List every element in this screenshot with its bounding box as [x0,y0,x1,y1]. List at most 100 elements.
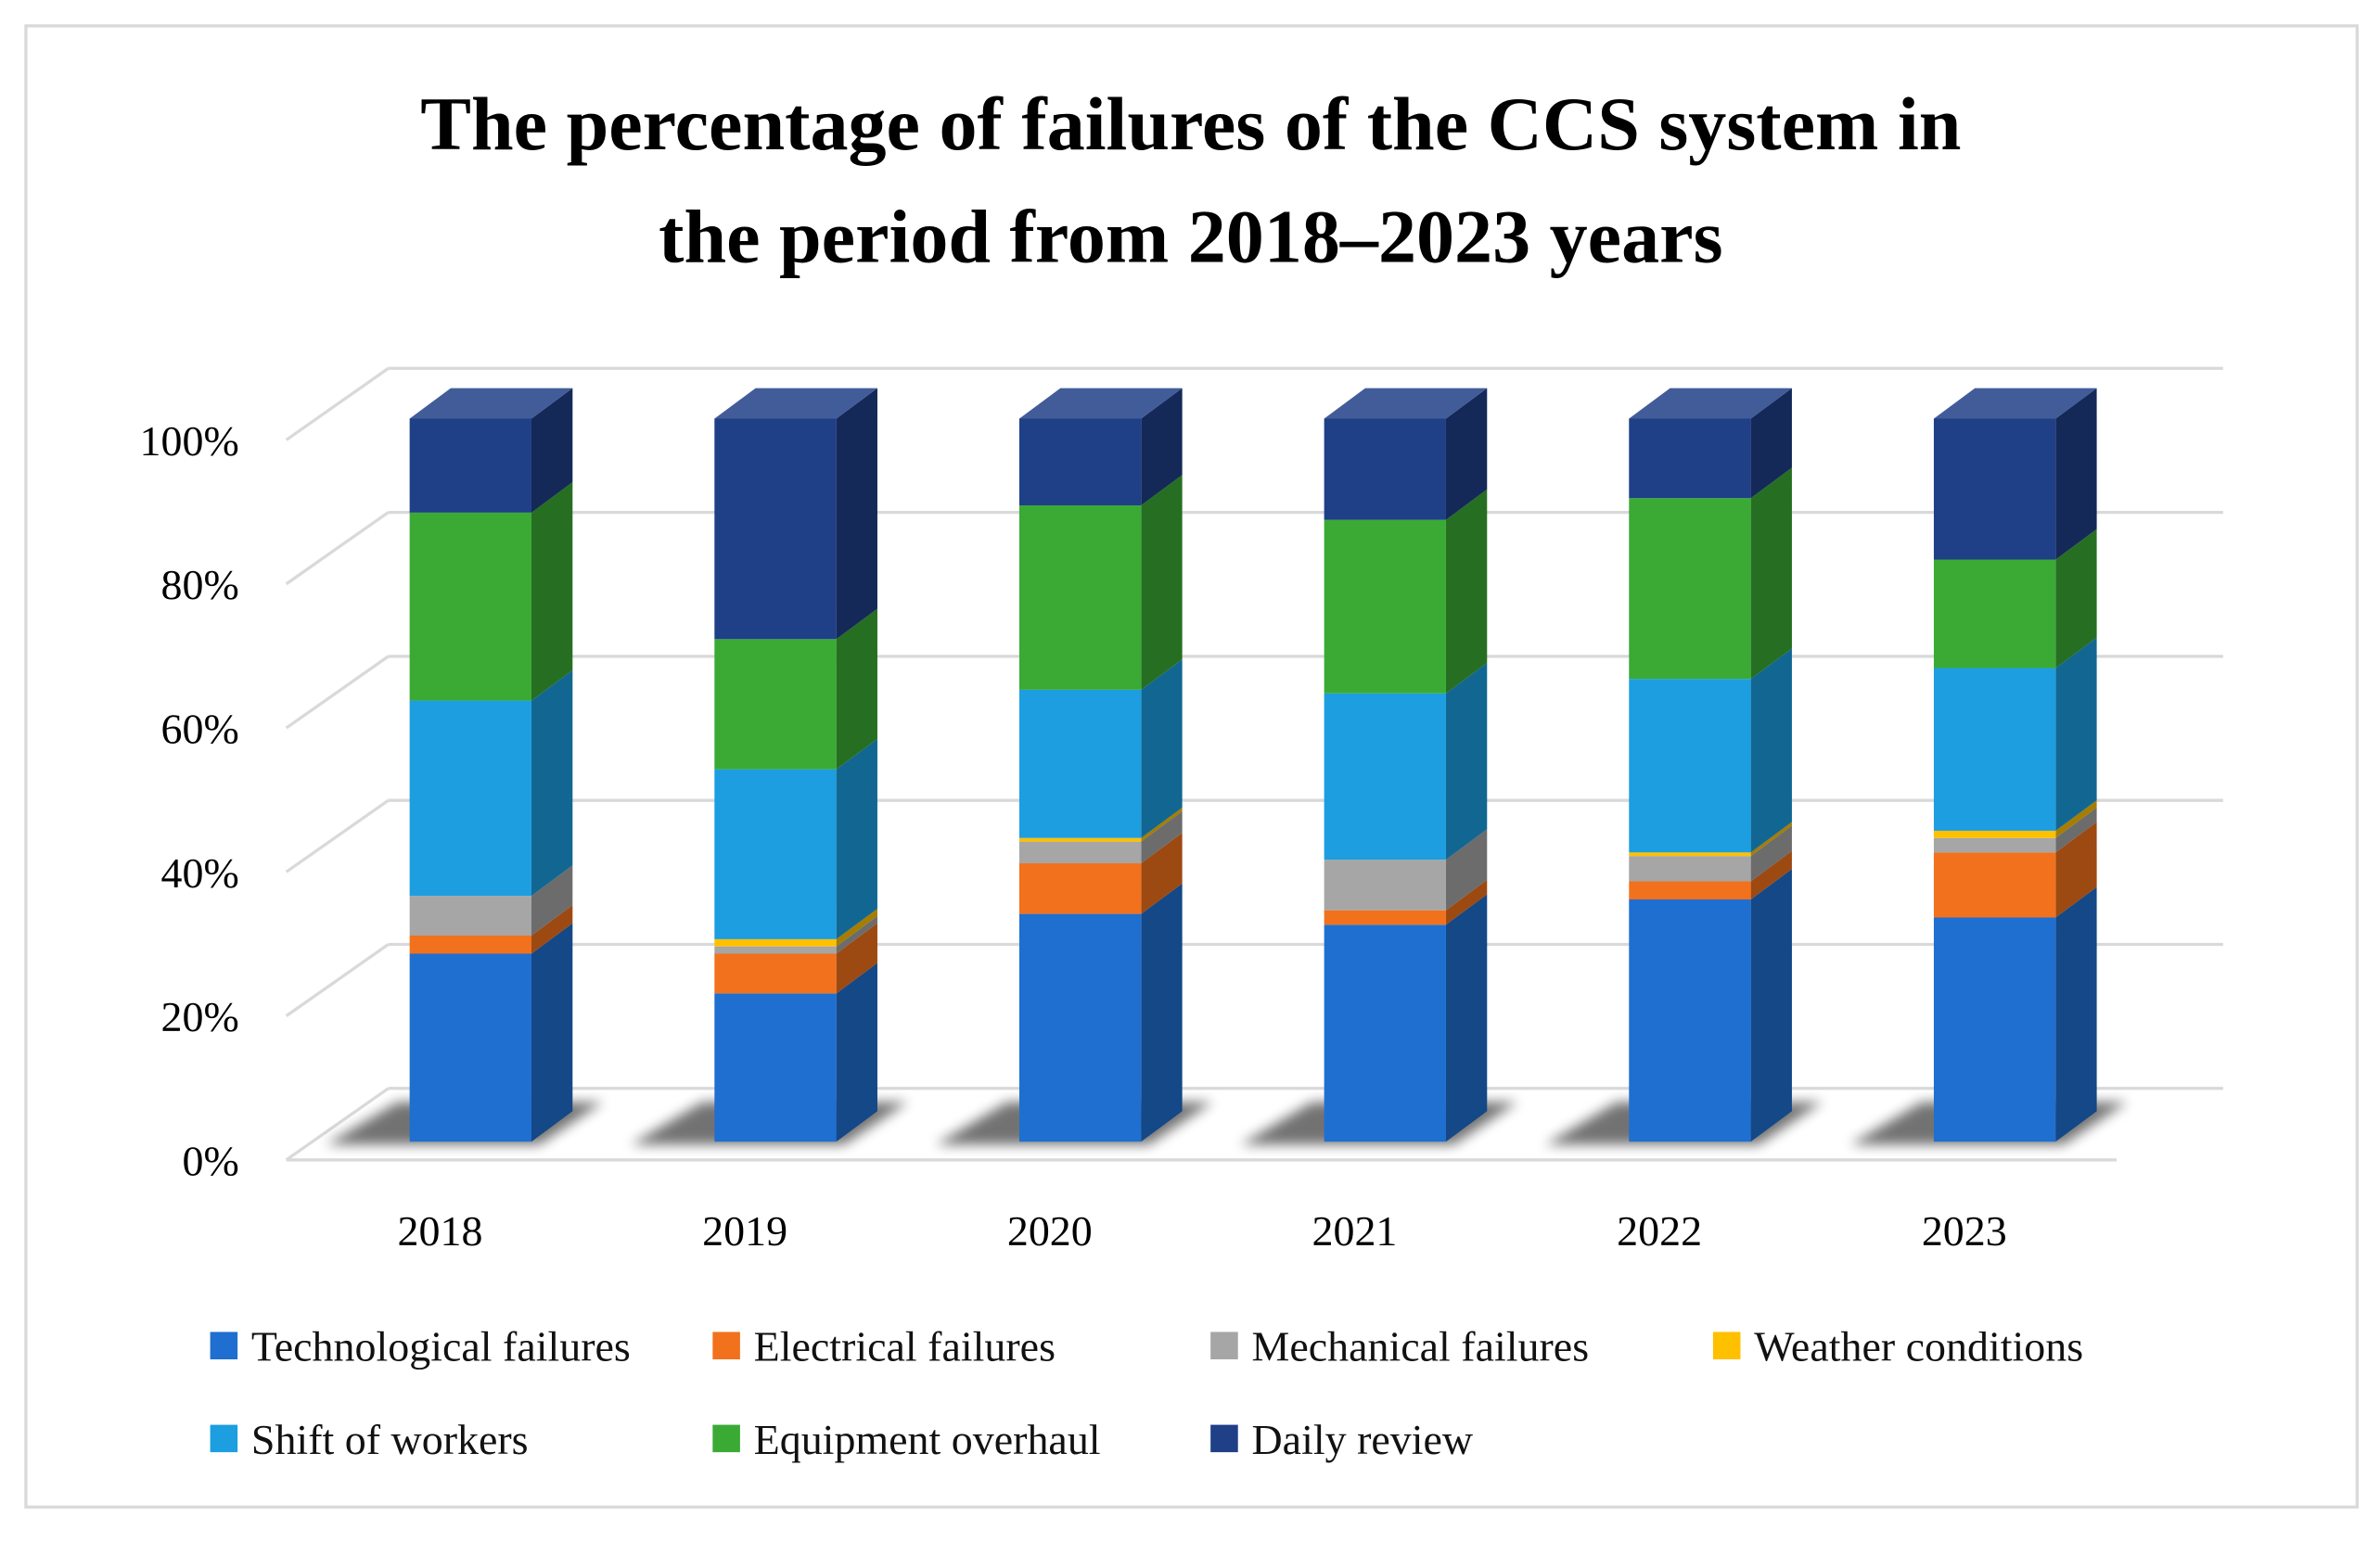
bar-segment-mechanical-failures [1933,807,2097,853]
bar-segment-weather-conditions [1629,822,1792,857]
bar-side [836,388,877,640]
bar-side [836,608,877,770]
bar-side [2055,822,2097,918]
bar [1933,852,2056,918]
bar [1018,837,1142,842]
bar-segment-equipment-overhaul [409,481,573,701]
bar-segment-electrical-failures [1018,833,1183,914]
legend-swatch [712,1332,740,1360]
bar-segment-daily-review [1629,388,1792,499]
y-tick-label: 20% [161,993,239,1040]
y-tick-label: 100% [140,417,239,465]
legend-swatch [1210,1424,1238,1453]
x-tick-label: 2023 [1922,1207,2007,1255]
plot-area: 0%20%40%60%80%100% 2018 2019 2020 2021 2022 2… [140,366,2223,1255]
y-tick-label: 80% [161,561,239,608]
bar-segment-electrical-failures [1933,822,2097,918]
bar-side [2055,637,2097,831]
bar-stack-2020 [1018,388,1183,1142]
gridline-diagonal [285,366,390,441]
bar-segment-shift-of-workers [1629,648,1792,853]
bar [1933,418,2056,560]
bar-side [2055,800,2097,838]
bar-stack-2019 [714,388,877,1142]
gridlines [285,366,2223,1162]
bar-segment-equipment-overhaul [1018,475,1183,690]
bar-side [2055,388,2097,560]
bar-side [531,923,573,1142]
bar [714,769,837,939]
bar-side [1141,833,1183,914]
bar-segment-mechanical-failures [1629,825,1792,882]
bar-segment-equipment-overhaul [1629,467,1792,680]
bar-segment-daily-review [1933,388,2097,560]
bar-side [1141,810,1183,864]
bar-side [531,669,573,897]
bar [1324,924,1446,1142]
bar-stack-2018 [409,388,573,1142]
bar [714,418,837,640]
legend-item-shift-of-workers: Shift of workers [210,1416,529,1463]
bar-side [1750,825,1792,882]
bar-stack-2022 [1629,388,1792,1142]
legend-item-electrical-failures: Electrical failures [712,1323,1056,1370]
bar [1018,418,1142,506]
bar [1018,913,1142,1142]
bar-top [1018,388,1183,419]
bar [714,639,837,770]
bar-segment-electrical-failures [1629,850,1792,900]
legend-swatch [712,1424,740,1453]
bar-top [1629,388,1792,419]
legend-label: Shift of workers [251,1416,529,1463]
gridline-diagonal [285,943,390,1017]
legend-label: Electrical failures [754,1323,1056,1370]
bar-side [2055,807,2097,853]
bar-segment-technological-failures [714,962,877,1142]
bar-side [836,909,877,947]
bar-segment-electrical-failures [1324,879,1488,925]
bar-segment-daily-review [409,388,573,513]
bar-side [1750,388,1792,499]
legend-label: Mechanical failures [1251,1323,1589,1370]
bar-side [1141,475,1183,690]
legend-label: Technological failures [251,1323,631,1370]
bar-side [836,915,877,954]
bar [1324,693,1446,860]
x-tick-label: 2020 [1007,1207,1093,1255]
x-tick-label: 2019 [702,1207,787,1255]
y-tick-label: 0% [183,1137,239,1184]
bar-segment-shift-of-workers [409,669,573,897]
legend-item-equipment-overhaul: Equipment overhaul [712,1416,1101,1463]
bar-side [836,738,877,939]
bar [714,993,837,1142]
gridline-diagonal [285,655,390,730]
bar-segment-equipment-overhaul [1933,529,2097,669]
bar [1629,418,1751,499]
y-tick-label: 40% [161,849,239,897]
bar-segment-mechanical-failures [714,915,877,954]
bar-segment-technological-failures [1018,883,1183,1142]
bar-segment-equipment-overhaul [714,608,877,770]
legend-label: Weather conditions [1754,1323,2083,1370]
bar-segment-weather-conditions [1933,800,2097,838]
bar-stack-2021 [1324,388,1488,1142]
bar-top [714,388,877,419]
bar [1324,860,1446,911]
legend-item-weather-conditions: Weather conditions [1712,1323,2083,1370]
bar-side [1750,648,1792,853]
bar-top [409,388,573,419]
bar [1629,899,1751,1142]
bar-side [531,865,573,937]
bar [1018,841,1142,864]
gridline-diagonal [285,798,390,873]
bar [1324,418,1446,520]
bar [1629,881,1751,900]
bar-side [1141,659,1183,838]
bar-side [1445,894,1488,1142]
bar-segment-technological-failures [1933,886,2097,1142]
bar-side [836,962,877,1142]
legend-swatch [210,1332,238,1360]
bar-side [1750,869,1792,1142]
bar-side [1750,850,1792,900]
